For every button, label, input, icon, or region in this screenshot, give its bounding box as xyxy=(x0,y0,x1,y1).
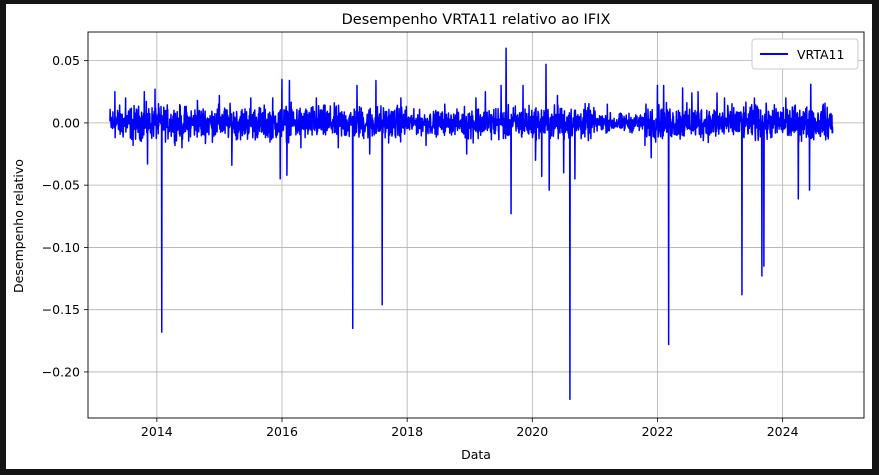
y-axis-label: Desempenho relativo xyxy=(11,159,26,293)
series-layer xyxy=(109,47,834,401)
x-tick-label: 2020 xyxy=(516,424,548,439)
grid xyxy=(88,32,864,418)
plot-area-frame xyxy=(87,31,865,419)
legend-label-vrta11: VRTA11 xyxy=(797,47,844,62)
legend: VRTA11 xyxy=(751,38,859,70)
legend-box xyxy=(751,38,859,70)
y-tick-label: 0.00 xyxy=(52,115,80,130)
y-tick-label: −0.10 xyxy=(42,240,80,255)
y-tick-label: −0.15 xyxy=(42,302,80,317)
series-line-vrta11 xyxy=(109,47,834,401)
chart-figure: 2014 2016 2018 2020 2022 2024 0.05 0.00 −0.05 −0.… xyxy=(6,4,872,469)
x-tick-label: 2024 xyxy=(767,424,799,439)
ticks: 2014 2016 2018 2020 2022 2024 0.05 0.00 −0.05 −0.… xyxy=(42,53,799,439)
x-tick-label: 2014 xyxy=(141,424,173,439)
y-tick-label: −0.05 xyxy=(42,178,80,193)
x-tick-label: 2016 xyxy=(266,424,298,439)
chart-title: Desempenho VRTA11 relativo ao IFIX xyxy=(342,12,611,28)
x-tick-label: 2018 xyxy=(391,424,423,439)
y-tick-label: −0.20 xyxy=(42,364,80,379)
y-tick-label: 0.05 xyxy=(52,53,80,68)
x-axis-label: Data xyxy=(461,447,491,462)
x-tick-label: 2022 xyxy=(642,424,674,439)
line-chart: 2014 2016 2018 2020 2022 2024 0.05 0.00 −0.05 −0.… xyxy=(11,12,865,462)
